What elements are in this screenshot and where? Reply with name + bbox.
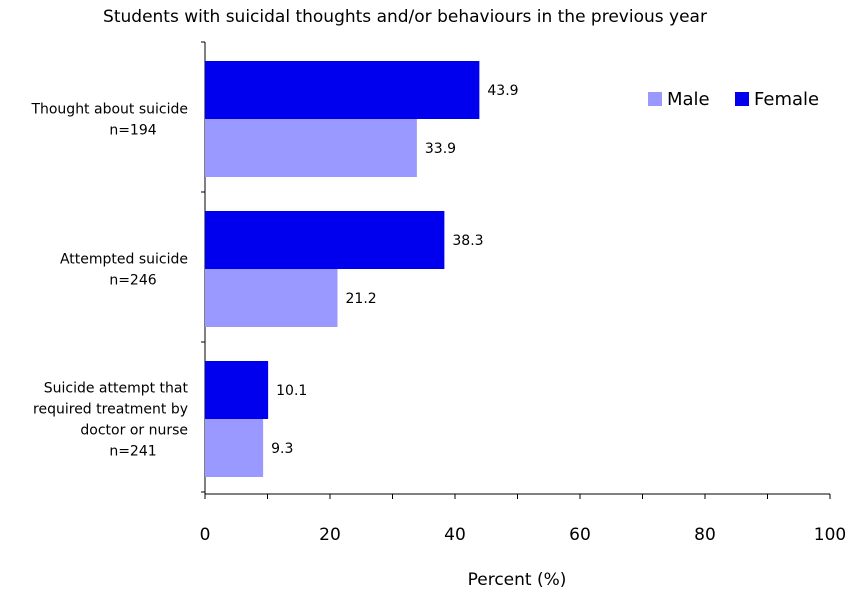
category-label: Suicide attempt that: [44, 381, 189, 397]
x-tick-label: 100: [814, 525, 846, 545]
legend-label-male: Male: [667, 89, 710, 110]
plot-area: 0 20 40 60 80 100 43.9 33.9 Thought about suicid…: [30, 41, 846, 545]
category-label: Thought about suicide: [30, 102, 188, 118]
x-tick-label: 60: [569, 525, 591, 545]
category-label: required treatment by: [33, 402, 188, 418]
data-label: 43.9: [487, 83, 518, 99]
bar-female: [205, 211, 445, 269]
data-label: 21.2: [346, 291, 377, 307]
category-label: doctor or nurse: [80, 423, 188, 439]
data-label: 10.1: [276, 383, 307, 399]
data-label: 33.9: [425, 141, 456, 157]
x-axis-title: Percent (%): [468, 570, 567, 590]
bar-female: [205, 61, 480, 119]
bar-female: [205, 361, 269, 419]
chart-title: Students with suicidal thoughts and/or b…: [103, 7, 707, 27]
category-label: n=246: [109, 273, 156, 289]
category-label: n=241: [109, 444, 156, 460]
data-label: 38.3: [452, 233, 483, 249]
legend-swatch-female: [735, 92, 749, 106]
x-tick-label: 20: [319, 525, 341, 545]
bar-male: [205, 119, 417, 177]
bar-male: [205, 269, 338, 327]
legend-label-female: Female: [754, 89, 819, 110]
legend-swatch-male: [648, 92, 662, 106]
legend: Male Female: [648, 89, 819, 110]
bar-male: [205, 419, 264, 477]
data-label: 9.3: [271, 441, 293, 457]
category-label: n=194: [109, 123, 156, 139]
x-tick-label: 40: [444, 525, 466, 545]
x-tick-label: 80: [694, 525, 716, 545]
x-tick-label: 0: [200, 525, 211, 545]
category-label: Attempted suicide: [60, 252, 188, 268]
